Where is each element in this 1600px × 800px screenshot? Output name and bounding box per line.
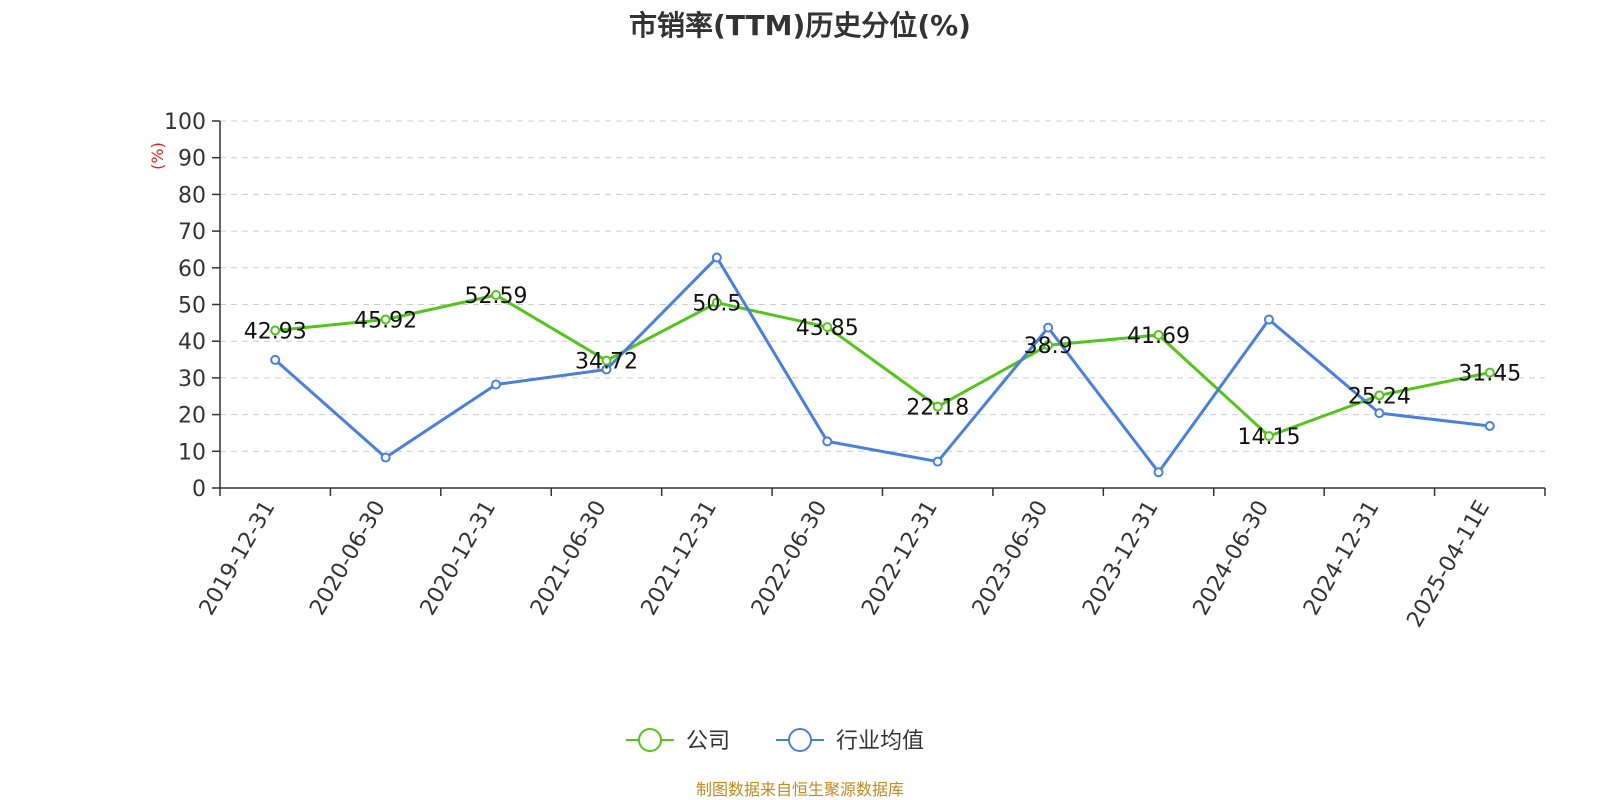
legend-label: 公司 [686,729,730,754]
x-tick-label: 2019-12-31 [195,497,281,620]
x-tick-label: 2022-06-30 [747,497,833,620]
y-tick-labels: 0 10 20 30 40 50 60 70 80 90 100 [164,110,206,502]
x-tick-label: 2021-12-31 [636,497,722,620]
data-label: 34.72 [575,350,638,375]
data-labels: 42.93 45.92 52.59 34.72 50.5 43.85 22.18 38.9 41… [244,284,1522,450]
series-line-1 [274,256,1490,474]
data-point[interactable] [1043,340,1054,351]
y-tick-label: 10 [178,440,206,465]
data-point[interactable] [932,456,943,467]
y-tick-label: 20 [178,404,206,429]
data-label: 14.15 [1237,425,1300,450]
data-label: 45.92 [354,308,417,333]
data-point[interactable] [380,452,391,463]
data-point[interactable] [380,314,391,325]
y-tick-label: 90 [178,147,206,172]
axes: (%) [148,120,1546,496]
series-line-0 [275,293,1491,438]
legend-swatch-marker [638,728,662,752]
data-point[interactable] [1153,467,1164,478]
data-point[interactable] [1043,322,1054,333]
legend-item-1[interactable]: 行业均值 [776,728,924,754]
x-tick-label: 2024-12-31 [1299,497,1385,620]
data-point[interactable] [822,436,833,447]
x-tick-label: 2020-12-31 [416,496,502,619]
chart-title: 市销率(TTM)历史分位(%) [629,9,971,42]
data-label: 41.69 [1127,324,1190,349]
data-point[interactable] [711,297,722,308]
data-point[interactable] [711,252,722,263]
y-axis-label: (%) [148,142,167,170]
source-note: 制图数据来自恒生聚源数据库 [695,780,904,799]
data-point[interactable] [491,379,502,390]
y-tick-label: 30 [178,367,206,392]
x-tick-label: 2023-12-31 [1078,497,1164,620]
y-tick-label: 60 [178,257,206,282]
data-label: 42.93 [244,319,307,344]
x-tick-label: 2025-04-11E [1402,497,1495,632]
x-tick-label: 2023-06-30 [968,497,1054,620]
data-label: 31.45 [1458,362,1521,387]
y-tick-label: 0 [192,477,206,502]
x-tick-label: 2022-12-31 [857,496,943,619]
data-point[interactable] [491,289,502,300]
x-tick-label: 2024-06-30 [1189,497,1275,620]
x-tick-labels: 2019-12-31 2020-06-30 2020-12-31 2021-06-30… [195,496,1495,631]
data-label: 43.85 [796,316,859,341]
y-tick-label: 100 [164,110,206,135]
legend-label: 行业均值 [836,729,924,754]
y-tick-label: 70 [178,220,206,245]
data-point[interactable] [1263,314,1274,325]
legend[interactable]: 公司 行业均值 [626,728,924,754]
data-label: 50.5 [692,292,741,317]
data-point[interactable] [1374,390,1385,401]
data-label: 52.59 [465,284,528,309]
x-tick-label: 2020-06-30 [305,497,391,620]
data-point[interactable] [822,322,833,333]
data-point[interactable] [1484,420,1495,431]
data-point[interactable] [932,401,943,412]
y-tick-label: 50 [178,294,206,319]
data-label: 38.9 [1024,334,1073,359]
data-point[interactable] [270,354,281,365]
y-tick-label: 80 [178,183,206,208]
x-tick-label: 2021-06-30 [526,497,612,620]
data-point[interactable] [1484,367,1495,378]
series-lines [270,252,1495,478]
data-label: 25.24 [1348,384,1411,409]
legend-swatch-marker [788,728,812,752]
data-point[interactable] [1153,329,1164,340]
y-tick-label: 40 [178,330,206,355]
data-point[interactable] [1374,408,1385,419]
data-point[interactable] [1263,431,1274,442]
data-point[interactable] [601,364,612,375]
data-point[interactable] [270,325,281,336]
grid-lines [220,120,1545,452]
data-label: 22.18 [906,396,969,421]
legend-item-0[interactable]: 公司 [626,728,730,754]
